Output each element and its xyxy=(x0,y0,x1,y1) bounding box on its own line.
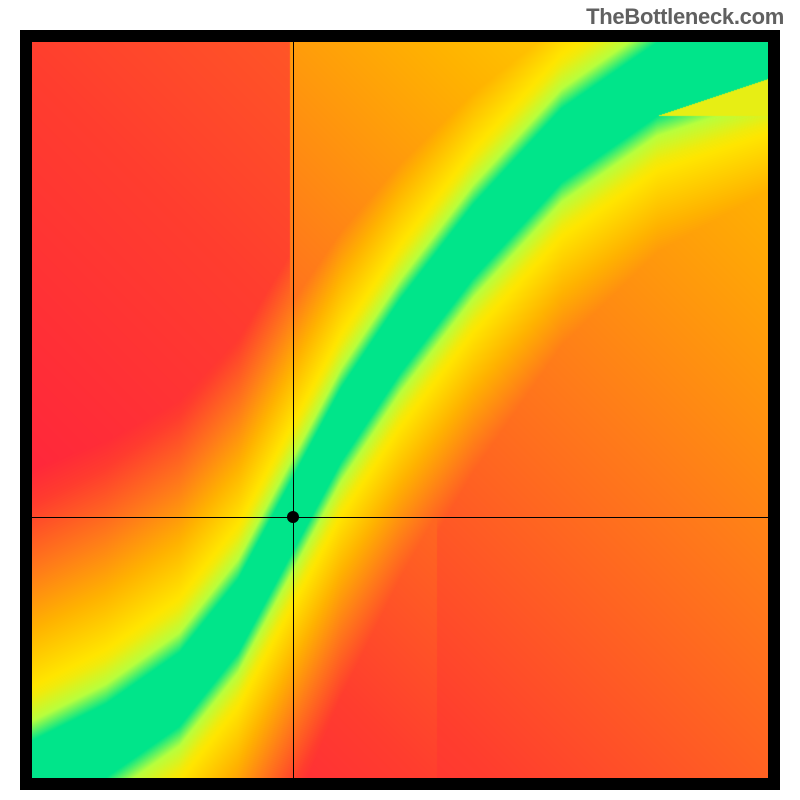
heatmap-canvas xyxy=(32,42,768,778)
crosshair-horizontal xyxy=(32,517,768,518)
watermark-text: TheBottleneck.com xyxy=(586,4,784,30)
plot-area xyxy=(32,42,768,778)
image-container: TheBottleneck.com xyxy=(0,0,800,800)
crosshair-vertical xyxy=(293,42,294,778)
plot-frame xyxy=(20,30,780,790)
crosshair-marker xyxy=(287,511,299,523)
